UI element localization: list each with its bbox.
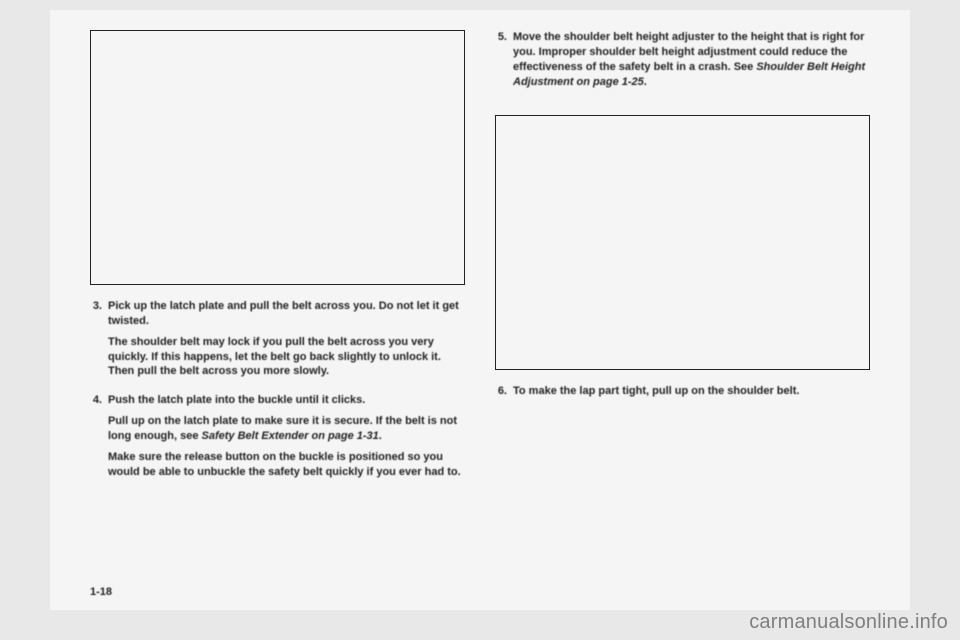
figure-placeholder-right (495, 115, 870, 370)
step-text: Move the shoulder belt height adjuster t… (513, 30, 870, 89)
step-number: 5. (495, 30, 513, 95)
step-body: Move the shoulder belt height adjuster t… (513, 30, 870, 95)
step-text: Make sure the release button on the buck… (108, 450, 465, 480)
step-3: 3. Pick up the latch plate and pull the … (90, 299, 465, 385)
manual-page: 3. Pick up the latch plate and pull the … (50, 10, 910, 610)
two-column-layout: 3. Pick up the latch plate and pull the … (90, 30, 870, 570)
step-text: Pull up on the latch plate to make sure … (108, 414, 465, 444)
text-run: . (644, 76, 647, 88)
step-4: 4. Push the latch plate into the buckle … (90, 393, 465, 485)
step-body: Pick up the latch plate and pull the bel… (108, 299, 465, 385)
watermark-text: carmanualsonline.info (749, 611, 948, 634)
step-text: Pick up the latch plate and pull the bel… (108, 299, 465, 329)
right-column: 5. Move the shoulder belt height adjuste… (495, 30, 870, 570)
left-column: 3. Pick up the latch plate and pull the … (90, 30, 465, 570)
step-text: Push the latch plate into the buckle unt… (108, 393, 465, 408)
step-number: 4. (90, 393, 108, 485)
step-number: 3. (90, 299, 108, 385)
step-text: The shoulder belt may lock if you pull t… (108, 335, 465, 380)
text-run: . (379, 430, 382, 442)
step-6: 6. To make the lap part tight, pull up o… (495, 384, 870, 405)
step-body: To make the lap part tight, pull up on t… (513, 384, 870, 405)
cross-reference: Safety Belt Extender on page 1-31 (202, 430, 379, 442)
step-body: Push the latch plate into the buckle unt… (108, 393, 465, 485)
figure-placeholder-left (90, 30, 465, 285)
step-5: 5. Move the shoulder belt height adjuste… (495, 30, 870, 95)
page-number: 1-18 (90, 586, 112, 598)
step-text: To make the lap part tight, pull up on t… (513, 384, 870, 399)
step-number: 6. (495, 384, 513, 405)
